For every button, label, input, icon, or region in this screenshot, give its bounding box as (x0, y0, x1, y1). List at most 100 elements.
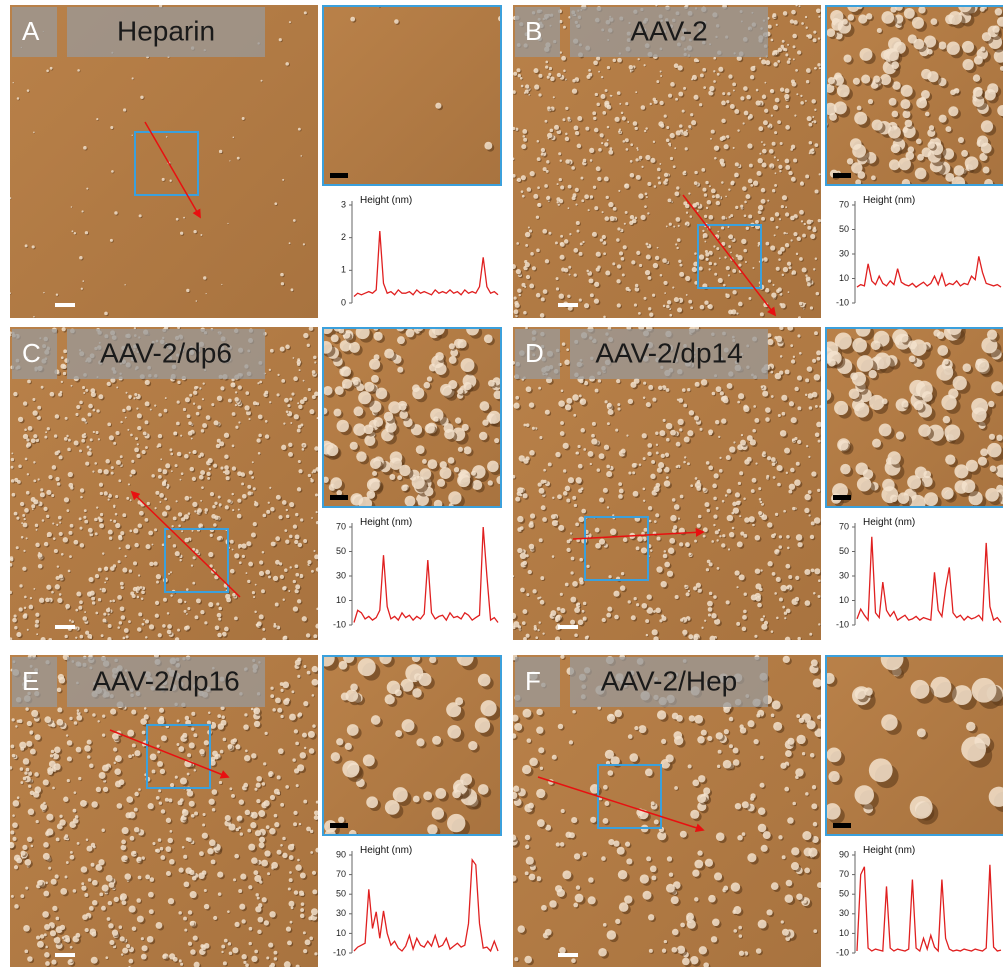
bump (767, 200, 769, 202)
bump (793, 20, 798, 25)
bump (259, 614, 264, 619)
bump (806, 68, 811, 73)
bump (785, 165, 790, 170)
bump (788, 291, 790, 293)
bump (567, 117, 570, 120)
bump (689, 410, 694, 415)
bump (532, 266, 536, 270)
bump (545, 65, 548, 68)
bump (26, 438, 29, 441)
bump (100, 588, 102, 590)
bump (293, 219, 296, 222)
bump (217, 633, 222, 638)
bump (530, 171, 535, 176)
bump (282, 179, 284, 181)
bump (772, 189, 775, 192)
bump (76, 405, 80, 409)
bump (68, 472, 73, 477)
bump (660, 124, 664, 128)
bump (746, 194, 751, 199)
bump (23, 434, 28, 439)
bump (961, 150, 968, 157)
bump (789, 266, 792, 269)
bump (523, 138, 527, 142)
bump (877, 28, 882, 33)
bump (753, 181, 758, 186)
bump (806, 276, 811, 281)
bump (193, 230, 196, 233)
bump (78, 606, 82, 610)
bump (747, 143, 752, 148)
bump (193, 450, 197, 454)
bump (71, 385, 73, 387)
bump (584, 194, 589, 199)
bump (566, 398, 572, 404)
bump (268, 502, 270, 504)
bump (765, 407, 771, 413)
bump (690, 306, 693, 309)
bump (816, 350, 821, 355)
bump (206, 472, 210, 476)
bump (563, 26, 566, 29)
bump (802, 267, 807, 272)
bump (242, 494, 247, 499)
bump (699, 254, 704, 259)
panel-title: AAV-2 (630, 15, 707, 46)
bump (265, 420, 268, 423)
bump (606, 196, 609, 199)
bump (666, 438, 670, 442)
bump (336, 490, 342, 496)
bump (778, 258, 781, 261)
bump (523, 135, 526, 138)
bump (816, 292, 820, 296)
bump (107, 423, 111, 427)
bump (284, 568, 288, 572)
bump (688, 193, 690, 195)
bump (605, 400, 608, 403)
bump (787, 325, 793, 331)
bump (548, 232, 551, 235)
bump (947, 42, 960, 55)
bump (401, 485, 408, 492)
bump (312, 370, 316, 374)
bump (488, 380, 495, 387)
bump (522, 129, 527, 134)
bump (125, 417, 127, 419)
bump (199, 387, 201, 389)
bump (511, 264, 516, 269)
bump (692, 267, 697, 272)
bump (641, 215, 646, 220)
bump (88, 528, 93, 533)
bump (289, 502, 294, 507)
bump (217, 536, 221, 540)
bump (657, 176, 660, 179)
bump (109, 536, 112, 539)
bump (605, 89, 608, 92)
bump (27, 380, 31, 384)
bump (239, 561, 242, 564)
bump (173, 517, 177, 521)
bump (298, 128, 301, 131)
bump (159, 501, 161, 503)
bump (662, 258, 667, 263)
bump (143, 619, 145, 621)
bump (737, 129, 739, 131)
bump (177, 629, 180, 632)
bump (206, 293, 207, 294)
bump (427, 459, 437, 469)
bump (544, 184, 548, 188)
bump (796, 93, 798, 95)
bump (628, 289, 631, 292)
bump (774, 184, 777, 187)
bump (785, 243, 789, 247)
bump (95, 612, 98, 615)
bump (866, 13, 872, 19)
bump (70, 524, 74, 528)
bump (220, 386, 224, 390)
bump (219, 150, 222, 153)
bump (593, 186, 596, 189)
bump (46, 69, 49, 72)
bump (84, 611, 86, 613)
bump (811, 148, 814, 151)
bump (149, 624, 154, 629)
